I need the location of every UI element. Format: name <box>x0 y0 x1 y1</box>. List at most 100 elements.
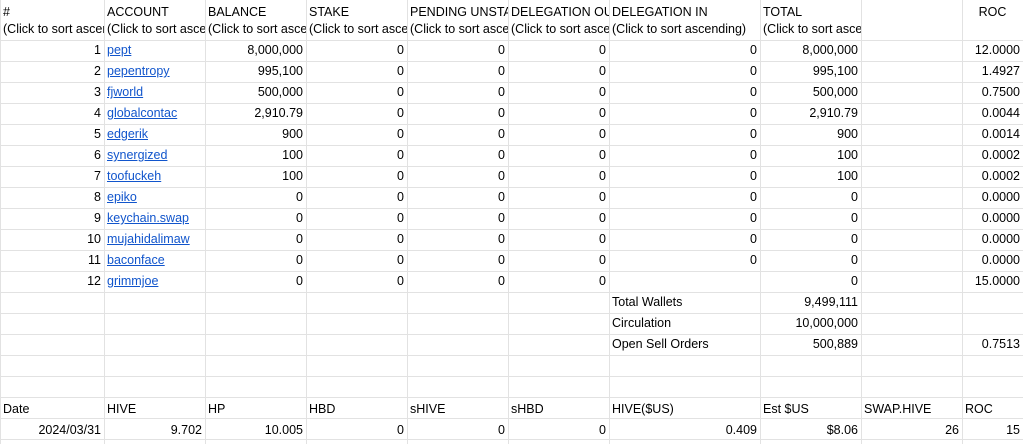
account-link[interactable]: epiko <box>107 190 137 204</box>
cell-total: 995,100 <box>812 64 858 78</box>
summary-roc <box>962 313 1023 334</box>
column-header-rank: # <box>3 5 10 19</box>
account-link[interactable]: mujahidalimaw <box>107 232 190 246</box>
cell-balance: 0 <box>296 274 303 288</box>
cell-del_in <box>609 271 760 292</box>
bottom-header-hbd: HBD <box>309 402 336 416</box>
bottom-value-hive-usd: 0.409 <box>725 423 757 437</box>
account-link[interactable]: globalcontac <box>107 106 178 120</box>
cell-total: 2,910.79 <box>809 106 858 120</box>
sort-hint-account[interactable]: (Click to sort ascending) <box>107 22 205 36</box>
cell-roc: 0.7500 <box>981 85 1020 99</box>
cell-balance: 100 <box>282 169 303 183</box>
cell-stake: 0 <box>397 85 404 99</box>
gridline-vertical <box>0 0 1 444</box>
cell-balance: 500,000 <box>257 85 303 99</box>
gridline-vertical <box>962 0 963 444</box>
gridline-horizontal <box>0 439 1023 440</box>
account-link[interactable]: synergized <box>107 148 168 162</box>
account-link[interactable]: fjworld <box>107 85 144 99</box>
gridline-horizontal <box>0 334 1023 335</box>
cell-rank: 8 <box>94 190 101 204</box>
cell-total: 100 <box>837 148 858 162</box>
bottom-value-date: 2024/03/31 <box>38 423 101 437</box>
cell-rank: 3 <box>94 85 101 99</box>
sort-hint-pending-unstake[interactable]: (Click to sort ascending) <box>410 22 508 36</box>
cell-total: 0 <box>851 274 858 288</box>
sort-hint-total[interactable]: (Click to sort ascending) <box>763 22 861 36</box>
gridline-horizontal <box>0 124 1023 125</box>
cell-balance: 0 <box>296 253 303 267</box>
bottom-header-swap-hive: SWAP.HIVE <box>864 402 932 416</box>
column-header-total: TOTAL <box>763 5 803 19</box>
cell-roc: 1.4927 <box>981 64 1020 78</box>
sort-hint-rank[interactable]: (Click to sort ascending) <box>3 22 104 36</box>
gridline-horizontal <box>0 397 1023 398</box>
cell-pending: 0 <box>498 190 505 204</box>
cell-del_in: 0 <box>750 190 757 204</box>
cell-rank: 7 <box>94 169 101 183</box>
sort-hint-stake[interactable]: (Click to sort ascending) <box>309 22 407 36</box>
cell-stake: 0 <box>397 253 404 267</box>
cell-del_out: 0 <box>599 43 606 57</box>
sort-hint-delegation-out[interactable]: (Click to sort ascending) <box>511 22 609 36</box>
gridline-horizontal <box>0 208 1023 209</box>
cell-stake: 0 <box>397 169 404 183</box>
cell-total: 100 <box>837 169 858 183</box>
cell-del_out: 0 <box>599 169 606 183</box>
bottom-value-swap-hive: 26 <box>945 423 959 437</box>
cell-total: 8,000,000 <box>802 43 858 57</box>
cell-total: 0 <box>851 232 858 246</box>
account-link[interactable]: pept <box>107 43 132 57</box>
cell-pending: 0 <box>498 169 505 183</box>
cell-del_out: 0 <box>599 232 606 246</box>
gridline-horizontal <box>0 292 1023 293</box>
gridline-horizontal <box>0 355 1023 356</box>
sort-hint-delegation-in[interactable]: (Click to sort ascending) <box>612 22 747 36</box>
summary-value: 10,000,000 <box>795 316 858 330</box>
summary-roc <box>962 292 1023 313</box>
account-link[interactable]: pepentropy <box>107 64 170 78</box>
gridline-horizontal <box>0 145 1023 146</box>
cell-roc: 12.0000 <box>974 43 1020 57</box>
cell-total: 500,000 <box>812 85 858 99</box>
account-link[interactable]: keychain.swap <box>107 211 189 225</box>
cell-pending: 0 <box>498 232 505 246</box>
cell-del_in: 0 <box>750 43 757 57</box>
gridline-horizontal <box>0 376 1023 377</box>
sort-hint-balance[interactable]: (Click to sort ascending) <box>208 22 306 36</box>
cell-balance: 8,000,000 <box>247 43 303 57</box>
cell-rank: 11 <box>88 253 101 267</box>
cell-del_out: 0 <box>599 253 606 267</box>
gridline-horizontal <box>0 166 1023 167</box>
column-header-stake: STAKE <box>309 5 350 19</box>
account-link[interactable]: toofuckeh <box>107 169 162 183</box>
column-header-delegation-out: DELEGATION OUT <box>511 5 609 19</box>
bottom-value-hp: 10.005 <box>264 423 303 437</box>
cell-del_in: 0 <box>750 127 757 141</box>
cell-pending: 0 <box>498 274 505 288</box>
cell-rank: 10 <box>87 232 101 246</box>
cell-pending: 0 <box>498 85 505 99</box>
cell-rank: 2 <box>94 64 101 78</box>
cell-pending: 0 <box>498 64 505 78</box>
cell-stake: 0 <box>397 127 404 141</box>
account-link[interactable]: grimmjoe <box>107 274 159 288</box>
gridline-vertical <box>205 0 206 444</box>
cell-balance: 0 <box>296 232 303 246</box>
bottom-header-shive: sHIVE <box>410 402 446 416</box>
cell-pending: 0 <box>498 253 505 267</box>
cell-balance: 995,100 <box>257 64 303 78</box>
bottom-header-date: Date <box>3 402 30 416</box>
sort-hint-roc[interactable] <box>962 20 1023 38</box>
gridline-horizontal <box>0 82 1023 83</box>
account-link[interactable]: edgerik <box>107 127 148 141</box>
sort-hint-blank[interactable] <box>861 20 962 38</box>
cell-stake: 0 <box>397 211 404 225</box>
summary-label: Circulation <box>612 316 672 330</box>
cell-del_out: 0 <box>599 148 606 162</box>
account-link[interactable]: baconface <box>107 253 165 267</box>
cell-roc: 0.0044 <box>981 106 1020 120</box>
column-header-balance: BALANCE <box>208 5 267 19</box>
